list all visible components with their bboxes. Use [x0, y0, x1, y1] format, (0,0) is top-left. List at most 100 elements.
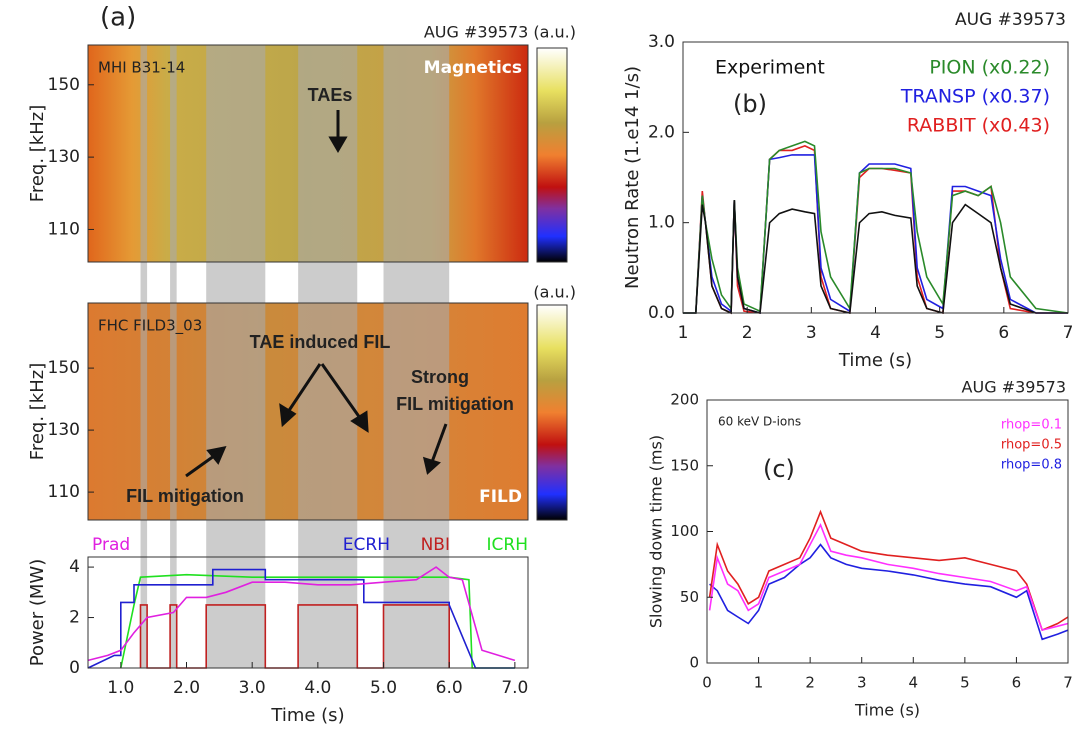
- series-line: [683, 200, 1068, 315]
- panel-label: (c): [763, 455, 795, 483]
- y-tick-label: 1.0: [648, 213, 675, 233]
- plot-frame: [706, 399, 1069, 664]
- chart-title: AUG #39573: [962, 378, 1066, 397]
- annotation: TAE induced FIL: [250, 332, 391, 352]
- x-tick-label: 5.0: [370, 678, 397, 698]
- x-tick-label: 2: [742, 323, 753, 343]
- x-tick-label: 6: [1012, 674, 1022, 692]
- y-axis-label: Freq. [kHz]: [27, 105, 48, 202]
- background-layer: [88, 45, 528, 668]
- x-tick-label: 3: [806, 323, 817, 343]
- annotation: 60 keV D-ions: [718, 415, 801, 429]
- plot-frame: [87, 44, 529, 263]
- y-tick-label: 150: [670, 456, 699, 474]
- y-tick-label: 2.0: [648, 122, 675, 142]
- x-tick-label: 0: [702, 674, 712, 692]
- annotation: FIL mitigation: [396, 394, 514, 414]
- series-line: [683, 154, 1068, 315]
- x-tick-label: 2.0: [173, 678, 200, 698]
- chart-title: AUG #39573: [955, 10, 1066, 30]
- annotation: FIL mitigation: [126, 486, 244, 506]
- arrow: [185, 454, 215, 478]
- y-axis-label: Slowing down time (ms): [647, 435, 666, 628]
- nbi-shading: [170, 45, 177, 668]
- x-tick-label: 7: [1063, 323, 1074, 343]
- y-tick-label: 100: [670, 522, 699, 540]
- x-axis-label: Time (s): [270, 705, 344, 726]
- y-tick-label: 0.0: [648, 303, 675, 323]
- y-tick-label: 2: [69, 608, 80, 628]
- y-axis-label: Neutron Rate (1.e14 1/s): [622, 66, 643, 289]
- x-tick-label: 7.0: [501, 678, 528, 698]
- y-tick-label: 130: [48, 147, 80, 167]
- y-tick-label: 150: [48, 75, 80, 95]
- arrow: [286, 363, 322, 413]
- legend-entry: NBI: [421, 535, 450, 555]
- y-tick-label: 150: [48, 358, 80, 378]
- nbi-shading: [298, 45, 358, 668]
- arrow-head: [422, 456, 441, 475]
- panel-tag: Magnetics: [424, 58, 522, 78]
- legend-entry: ICRH: [487, 535, 528, 555]
- colorbar-title: (a.u.): [533, 283, 576, 302]
- annotation: TAEs: [308, 85, 353, 105]
- arrow-head: [206, 445, 227, 465]
- x-tick-label: 1: [754, 674, 764, 692]
- series-line: [87, 566, 516, 662]
- plot-frame: [87, 556, 529, 669]
- x-axis-label: Time (s): [854, 701, 920, 720]
- panel-tag: FILD: [479, 487, 522, 507]
- legend-entry: Prad: [92, 535, 130, 555]
- plot-frame: [682, 41, 1069, 314]
- x-tick-label: 4.0: [304, 678, 331, 698]
- x-tick-label: 4: [909, 674, 919, 692]
- colorbar: [536, 304, 568, 521]
- legend-entry: PION (x0.22): [929, 57, 1050, 79]
- y-tick-label: 3.0: [648, 32, 675, 52]
- legend-entry: rhop=0.8: [1001, 458, 1062, 473]
- x-tick-label: 4: [870, 323, 881, 343]
- arrow-head: [328, 136, 348, 153]
- x-tick-label: 3: [857, 674, 867, 692]
- nbi-shading: [140, 45, 148, 668]
- plot-frame: [87, 302, 529, 521]
- arrow-head: [350, 410, 369, 433]
- x-tick-label: 5: [960, 674, 970, 692]
- nbi-shading: [206, 45, 266, 668]
- series-line: [683, 140, 1069, 314]
- arrow: [320, 363, 362, 419]
- series-line: [709, 543, 1069, 641]
- x-tick-label: 1: [678, 323, 689, 343]
- nbi-shading: [383, 45, 450, 668]
- signal-name: FHC FILD3_03: [98, 317, 202, 336]
- y-tick-label: 110: [48, 219, 80, 239]
- legend-entry: rhop=0.5: [1001, 438, 1062, 453]
- y-tick-label: 130: [48, 420, 80, 440]
- colorbar-title: AUG #39573 (a.u.): [424, 23, 576, 42]
- y-tick-label: 110: [48, 482, 80, 502]
- x-tick-label: 5: [934, 323, 945, 343]
- x-axis-label: Time (s): [838, 350, 912, 371]
- y-tick-label: 0: [69, 658, 80, 678]
- y-axis-label: Power (MW): [27, 559, 48, 667]
- x-tick-label: 6.0: [436, 678, 463, 698]
- arrows: [185, 110, 448, 478]
- y-tick-label: 4: [69, 557, 80, 577]
- legend-entry: rhop=0.1: [1001, 418, 1062, 433]
- x-tick-label: 2: [805, 674, 815, 692]
- legend-entry: RABBIT (x0.43): [907, 115, 1050, 137]
- x-tick-label: 6: [998, 323, 1009, 343]
- annotation: Strong: [411, 367, 469, 387]
- arrow: [430, 423, 448, 463]
- y-tick-label: 50: [680, 588, 699, 606]
- series-line: [708, 509, 1069, 632]
- y-tick-label: 0: [689, 654, 699, 672]
- plot-layer: (a) AUG #39573 (a.u.) MHI B31-14 Magnetics T…: [27, 3, 1073, 727]
- x-tick-label: 1.0: [107, 678, 134, 698]
- panel-label: (a): [100, 3, 136, 33]
- arrow-head: [279, 403, 297, 428]
- y-tick-label: 200: [670, 391, 699, 409]
- panel-label: (b): [733, 90, 767, 118]
- colorbar: [536, 47, 568, 263]
